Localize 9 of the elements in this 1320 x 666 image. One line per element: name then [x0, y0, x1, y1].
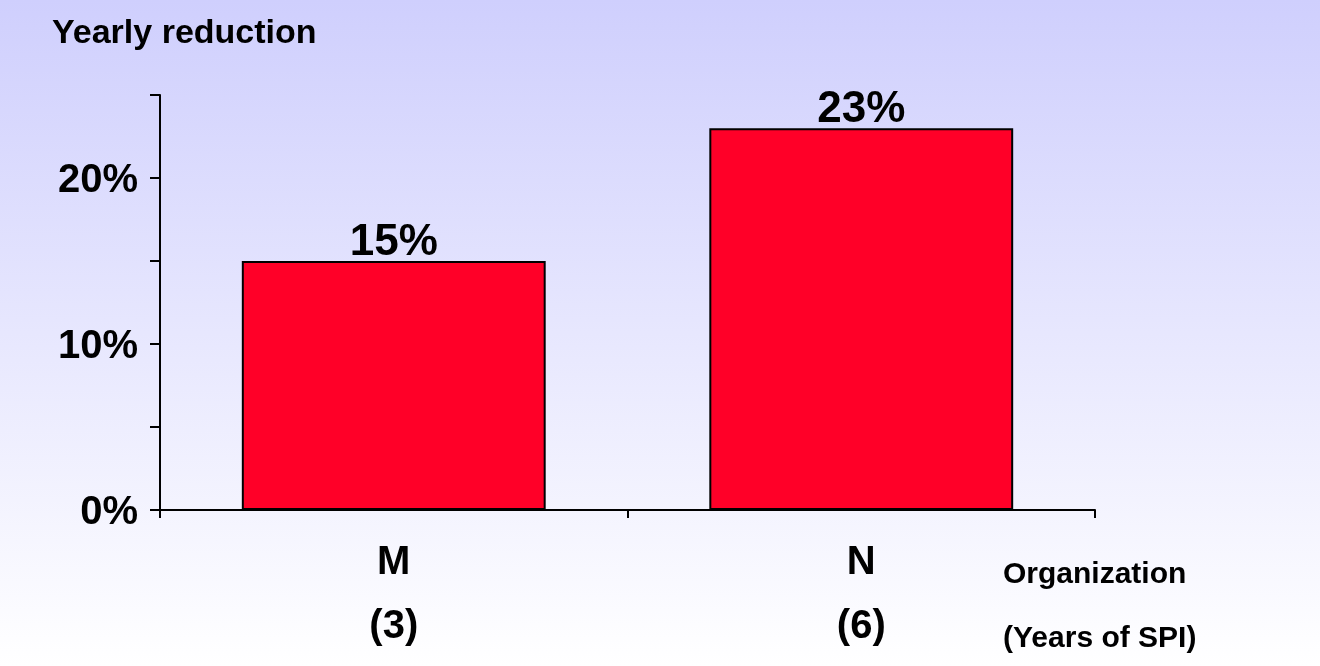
y-tick-label: 0%: [80, 488, 138, 532]
y-axis-title: Yearly reduction: [52, 12, 317, 50]
data-label: 23%: [817, 81, 906, 131]
y-tick-label: 20%: [57, 156, 138, 200]
y-tick-label: 10%: [57, 322, 138, 366]
x-tick-label: M (3): [369, 538, 419, 646]
data-label: 15%: [349, 214, 438, 264]
x-tick-label: N (6): [836, 538, 886, 646]
x-axis-title: Organization (Years of SPI): [1003, 555, 1197, 653]
